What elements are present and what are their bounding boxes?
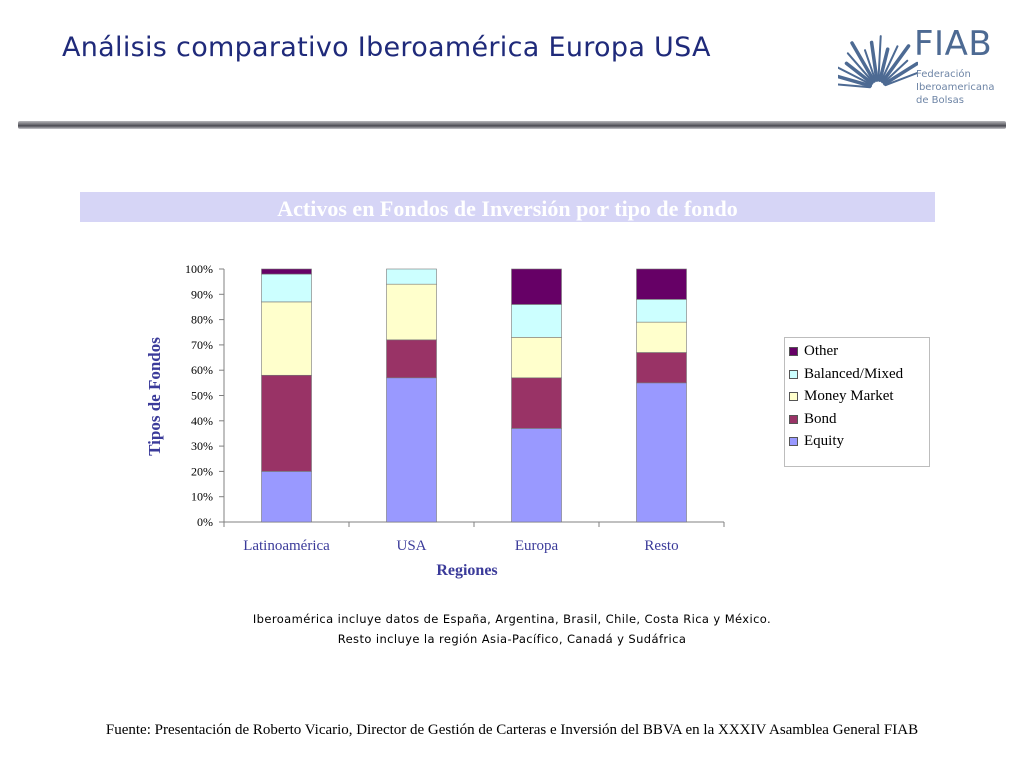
x-tick-label: Latinoamérica: [243, 538, 330, 554]
bar-segment-bond: [636, 352, 687, 384]
footnote-iberoamerica: Iberoamérica incluye datos de España, Ar…: [252, 612, 772, 626]
bar-segment-equity: [261, 471, 312, 523]
chart-legend: Other Balanced/Mixed Money Market Bond Equit…: [784, 337, 930, 467]
bar-segment-balanced-mixed: [261, 273, 312, 303]
bar-segment-balanced-mixed: [386, 268, 437, 285]
bar-segment-equity: [636, 382, 687, 523]
bar-segment-equity: [511, 428, 562, 523]
logo-ray: [883, 61, 918, 86]
header-divider: [18, 121, 1006, 129]
legend-label: Balanced/Mixed: [804, 365, 904, 382]
logo-ray: [838, 66, 872, 86]
logo-subtitle: Federación Iberoamericana de Bolsas: [916, 68, 1016, 107]
y-tick-label: 40%: [191, 414, 213, 428]
bar-segment-money-market: [386, 283, 437, 341]
source-citation: Fuente: Presentación de Roberto Vicario,…: [105, 722, 919, 738]
bar-segment-equity: [386, 377, 437, 523]
fiab-logo: FIAB Federación Iberoamericana de Bolsas: [838, 10, 1018, 120]
y-tick-label: 50%: [191, 389, 213, 403]
y-tick-label: 90%: [191, 287, 213, 301]
bar-segment-money-market: [261, 301, 312, 376]
bar-segment-money-market: [636, 321, 687, 353]
logo-ray: [882, 59, 909, 84]
legend-label: Bond: [804, 410, 837, 427]
bar-segment-bond: [261, 374, 312, 472]
y-tick-label: 30%: [191, 439, 213, 453]
x-tick-label: Resto: [644, 538, 678, 554]
logo-ray: [878, 47, 890, 82]
logo-ray: [844, 61, 874, 85]
y-tick-label: 10%: [191, 490, 213, 504]
starburst-icon: [838, 35, 918, 89]
logo-ray: [838, 83, 872, 89]
y-axis-title: Tipos de Fondos: [145, 337, 164, 456]
bar-segment-other: [636, 268, 687, 300]
legend-swatch: [789, 437, 798, 446]
legend-item: Equity: [785, 433, 929, 456]
y-tick-label: 20%: [191, 464, 213, 478]
x-axis-title: Regiones: [436, 562, 497, 579]
logo-ray: [838, 74, 873, 88]
y-tick-label: 0%: [197, 515, 213, 529]
legend-item: Balanced/Mixed: [785, 366, 929, 389]
bar-segment-bond: [386, 339, 437, 379]
logo-ray: [869, 40, 879, 82]
legend-swatch: [789, 414, 798, 424]
legend-swatch: [789, 347, 798, 356]
logo-subtitle-line: Federación: [916, 69, 971, 80]
y-tick-label: 60%: [191, 363, 213, 377]
legend-label: Equity: [804, 433, 844, 449]
footnote-resto: Resto incluye la región Asia-Pacífico, C…: [337, 632, 687, 646]
x-tick-label: Europa: [515, 538, 559, 554]
logo-subtitle-line: de Bolsas: [916, 95, 964, 106]
bar-segment-other: [261, 268, 312, 275]
bar-segment-balanced-mixed: [636, 299, 687, 323]
legend-swatch: [789, 392, 798, 401]
slide-title: Análisis comparativo Iberoamérica Europa…: [62, 32, 711, 63]
chart-title: Activos en Fondos de Inversión por tipo …: [80, 192, 935, 222]
logo-ray: [850, 41, 876, 83]
bar-segment-money-market: [511, 337, 562, 379]
legend-item: Money Market: [785, 388, 929, 411]
legend-item: Bond: [785, 411, 929, 434]
logo-ray: [884, 71, 918, 87]
y-tick-label: 100%: [185, 262, 213, 276]
logo-subtitle-line: Iberoamericana: [916, 82, 995, 93]
legend-swatch: [789, 369, 798, 379]
logo-ray: [863, 49, 877, 82]
legend-label: Other: [804, 343, 839, 359]
logo-ray: [880, 44, 911, 84]
logo-ray: [877, 35, 882, 82]
bar-segment-balanced-mixed: [511, 304, 562, 338]
bar-segment-bond: [511, 377, 562, 429]
y-tick-label: 70%: [191, 338, 213, 352]
legend-item: Other: [785, 343, 929, 366]
logo-ray: [846, 52, 874, 83]
y-tick-label: 80%: [191, 313, 213, 327]
x-tick-label: USA: [396, 538, 426, 554]
logo-wordmark: FIAB: [914, 24, 993, 64]
legend-label: Money Market: [804, 388, 894, 404]
logo-ray: [880, 45, 899, 82]
bar-segment-other: [511, 268, 562, 305]
